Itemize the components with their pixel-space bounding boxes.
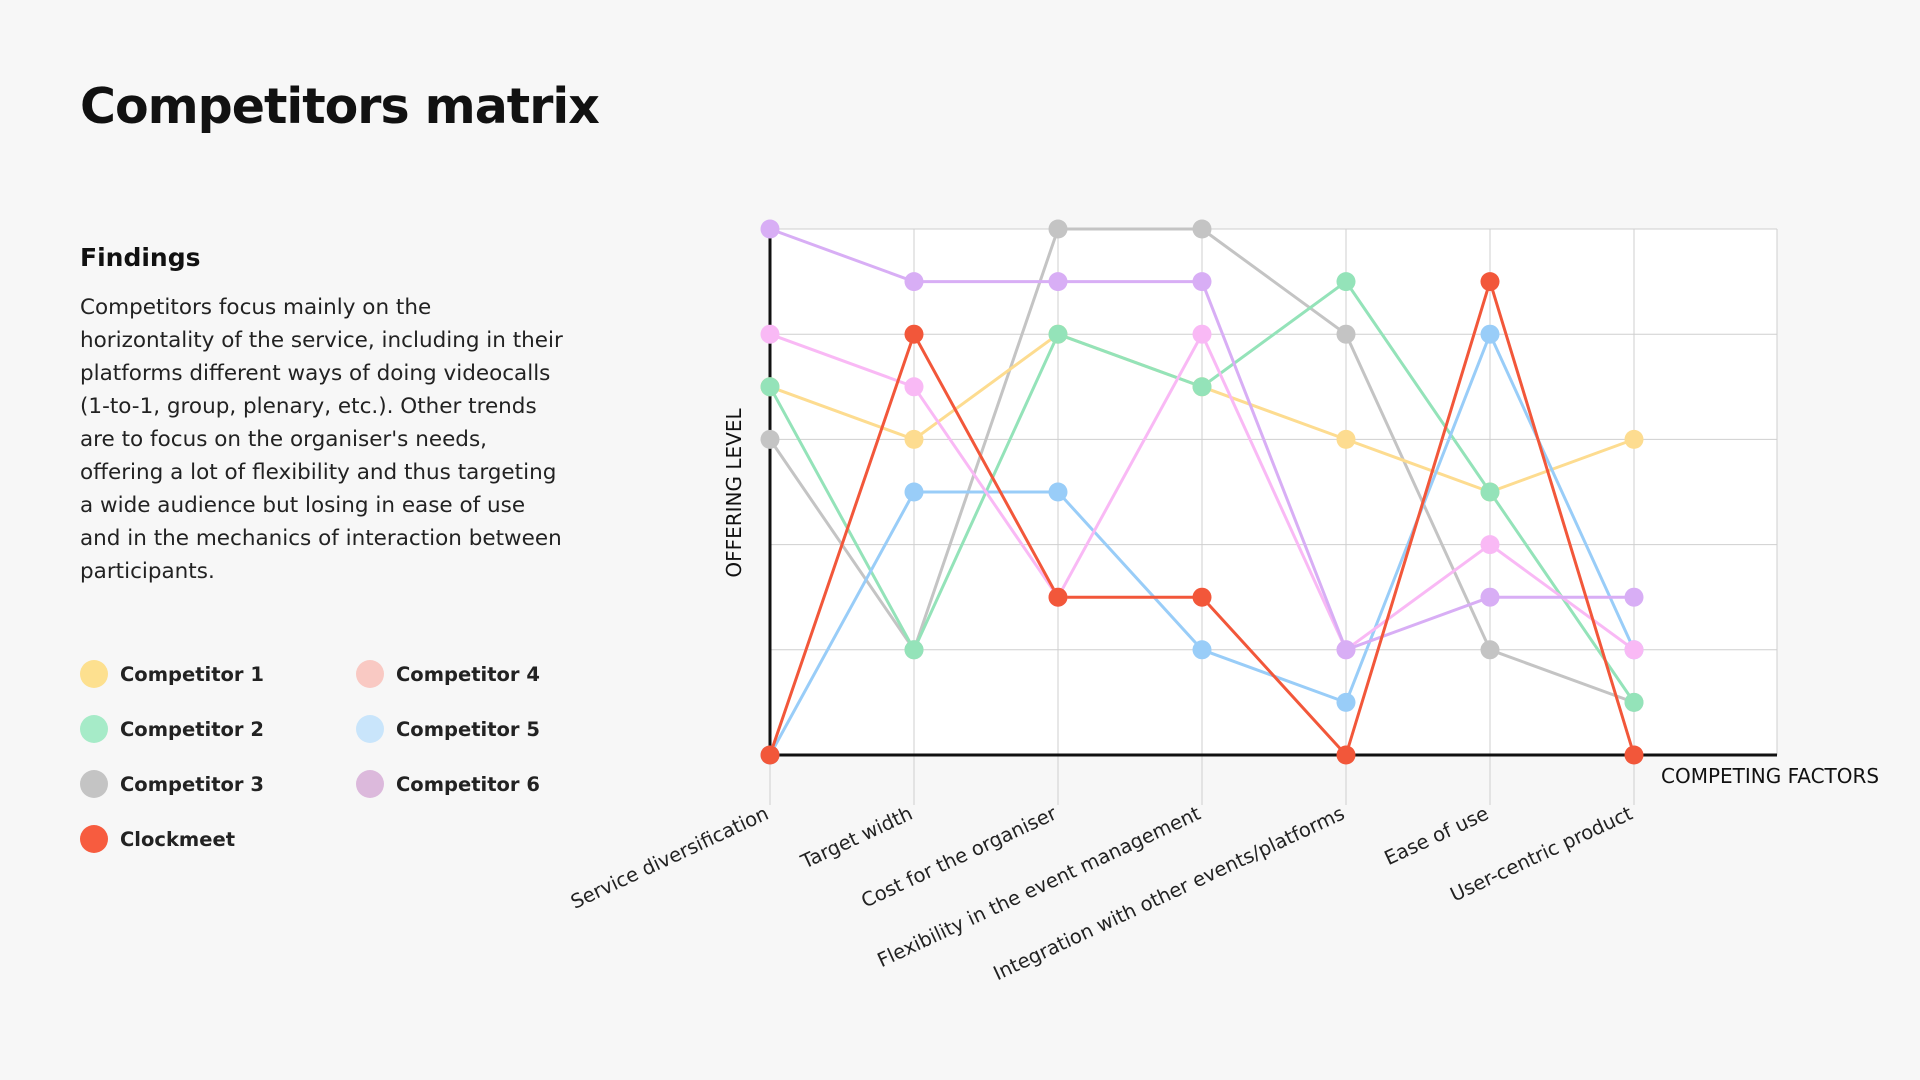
chart-legend: Competitor 1 Competitor 4 Competitor 2 Comp… (80, 660, 600, 860)
legend-swatch (80, 715, 108, 743)
legend-label: Competitor 4 (396, 662, 540, 686)
data-point (1192, 587, 1212, 607)
legend-label: Competitor 2 (120, 717, 264, 741)
data-point (1048, 587, 1068, 607)
data-point (1192, 640, 1212, 660)
legend-label: Competitor 6 (396, 772, 540, 796)
legend-swatch (80, 770, 108, 798)
data-point (1624, 692, 1644, 712)
x-tick-label: Target width (796, 802, 916, 874)
y-axis-title: OFFERING LEVEL (722, 408, 746, 578)
data-point (1336, 429, 1356, 449)
data-point (760, 745, 780, 765)
data-point (1480, 324, 1500, 344)
data-point (1048, 219, 1068, 239)
data-point (1624, 429, 1644, 449)
data-point (1624, 587, 1644, 607)
legend-item: Clockmeet (80, 825, 235, 853)
data-point (1048, 482, 1068, 502)
x-tick-label: Ease of use (1381, 802, 1492, 870)
legend-label: Competitor 1 (120, 662, 264, 686)
data-point (904, 429, 924, 449)
data-point (760, 324, 780, 344)
legend-label: Clockmeet (120, 827, 236, 851)
data-point (1192, 377, 1212, 397)
data-point (1624, 640, 1644, 660)
legend-swatch (356, 660, 384, 688)
data-point (1336, 745, 1356, 765)
data-point (1336, 272, 1356, 292)
data-point (760, 219, 780, 239)
data-point (1480, 535, 1500, 555)
legend-swatch (356, 770, 384, 798)
data-point (1192, 324, 1212, 344)
data-point (1480, 272, 1500, 292)
data-point (904, 482, 924, 502)
data-point (760, 429, 780, 449)
legend-item: Competitor 6 (356, 770, 540, 798)
data-point (1624, 745, 1644, 765)
legend-item: Competitor 3 (80, 770, 264, 798)
data-point (904, 377, 924, 397)
data-point (1480, 640, 1500, 660)
legend-label: Competitor 5 (396, 717, 540, 741)
findings-heading: Findings (80, 243, 201, 272)
legend-swatch (80, 660, 108, 688)
data-point (1048, 324, 1068, 344)
data-point (1336, 692, 1356, 712)
data-point (1480, 587, 1500, 607)
legend-swatch (356, 715, 384, 743)
data-point (1480, 482, 1500, 502)
legend-item: Competitor 1 (80, 660, 264, 688)
data-point (1336, 324, 1356, 344)
findings-text: Competitors focus mainly on the horizont… (80, 295, 563, 584)
data-point (904, 640, 924, 660)
legend-swatch (80, 825, 108, 853)
legend-item: Competitor 5 (356, 715, 540, 743)
data-point (760, 377, 780, 397)
data-point (904, 272, 924, 292)
legend-item: Competitor 4 (356, 660, 540, 688)
data-point (904, 324, 924, 344)
data-point (1192, 219, 1212, 239)
page-title: Competitors matrix (80, 78, 600, 135)
x-axis-title: COMPETING FACTORS (1661, 764, 1879, 788)
legend-item: Competitor 2 (80, 715, 264, 743)
data-point (1048, 272, 1068, 292)
data-point (1336, 640, 1356, 660)
x-tick-label: Service diversification (567, 802, 772, 914)
data-point (1192, 272, 1212, 292)
legend-label: Competitor 3 (120, 772, 264, 796)
